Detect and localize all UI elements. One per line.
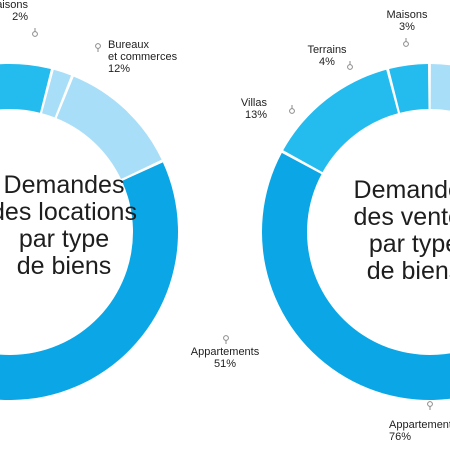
sales-leader-dot-2 xyxy=(347,64,353,70)
sales-value-label-3: 3% xyxy=(399,21,415,33)
sales-label-0: Appartements76% xyxy=(389,401,450,443)
rentals-value-label-3: 12% xyxy=(108,63,130,75)
rentals-category-label-2: Maisons xyxy=(0,0,28,11)
sales-center-line-3: de biens xyxy=(367,257,450,285)
sales-leader-dot-0 xyxy=(427,401,433,407)
sales-slice-1 xyxy=(283,69,398,173)
rentals-value-label-0: 51% xyxy=(214,358,236,370)
rentals-center-line-1: des locations xyxy=(0,198,137,226)
rentals-category-label-3: Bureaux xyxy=(108,39,149,51)
sales-slice-3 xyxy=(430,64,450,111)
sales-center-line-0: Demandes xyxy=(354,176,450,204)
sales-category-label-2: Terrains xyxy=(307,44,347,56)
rentals-slice-0 xyxy=(0,162,178,400)
sales-value-label-1: 13% xyxy=(245,109,267,121)
sales-slice-2 xyxy=(389,64,429,113)
rentals-category-label-0: Appartements xyxy=(191,346,260,358)
sales-category-label-3: Maisons xyxy=(387,9,428,21)
sales-slice-0 xyxy=(262,152,450,400)
rentals-slice-1 xyxy=(0,64,51,113)
sales-value-label-2: 4% xyxy=(319,56,335,68)
sales-center-line-1: des ventes xyxy=(354,203,450,231)
rentals-category-label-3: et commerces xyxy=(108,51,178,63)
rentals-center-line-2: par type xyxy=(19,225,109,253)
sales-value-label-0: 76% xyxy=(389,431,411,443)
rentals-leader-dot-3 xyxy=(95,43,101,49)
rentals-slice-2 xyxy=(42,69,72,118)
rentals-leader-dot-0 xyxy=(223,335,229,341)
rentals-label-2: Maisons2% xyxy=(0,0,38,37)
sales-center-line-2: par type xyxy=(369,230,450,258)
rentals-value-label-2: 2% xyxy=(12,11,28,23)
sales-category-label-1: Villas xyxy=(241,97,268,109)
rentals-leader-dot-2 xyxy=(32,31,38,37)
sales-leader-dot-1 xyxy=(289,108,295,114)
rentals-slice-3 xyxy=(56,76,162,180)
rentals-center-line-3: de biens xyxy=(17,252,112,280)
rentals-center-line-0: Demandes xyxy=(4,171,125,199)
sales-category-label-0: Appartements xyxy=(389,419,450,431)
sales-leader-dot-3 xyxy=(403,41,409,47)
